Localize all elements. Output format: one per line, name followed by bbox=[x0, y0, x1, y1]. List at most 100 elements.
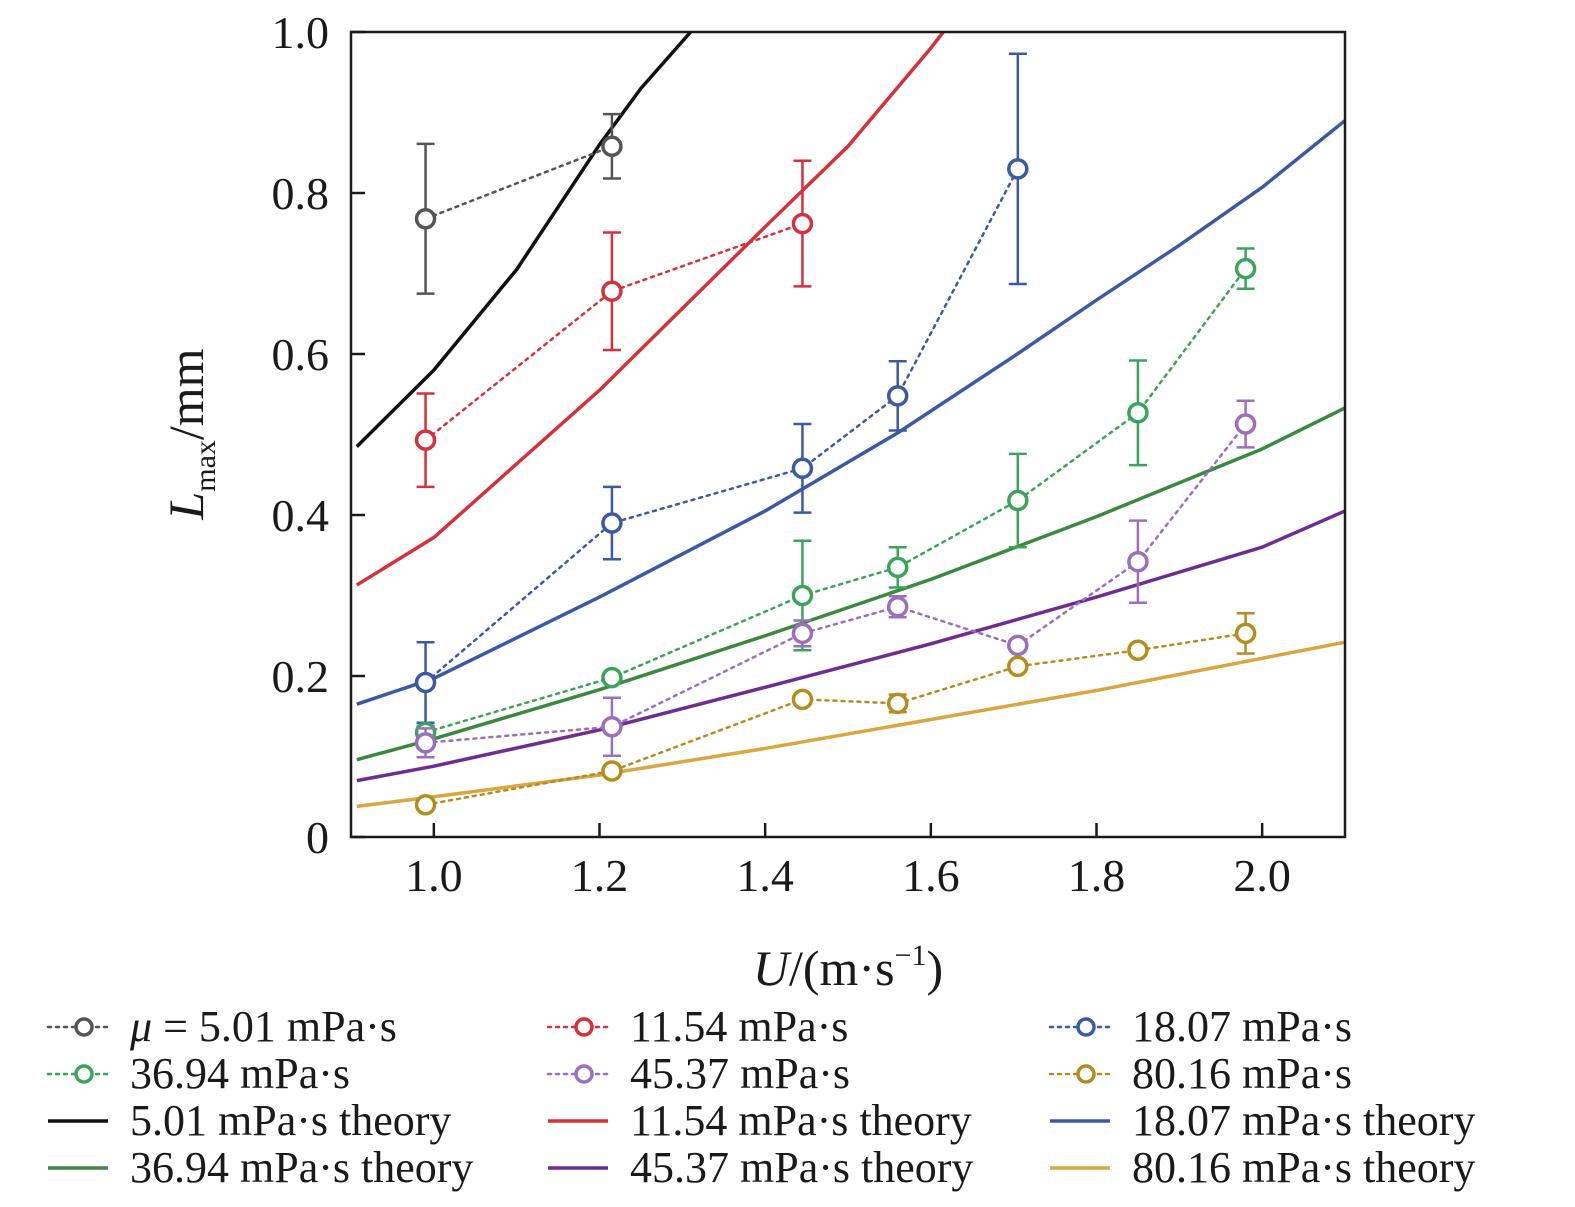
series-connector bbox=[424, 145, 614, 221]
theory-line-5-01-mpa-s-theory bbox=[355, 32, 692, 448]
y-axis: 0 0.2 0.4 0.6 0.8 1.0 bbox=[272, 7, 365, 863]
data-point bbox=[1007, 634, 1029, 657]
data-point bbox=[791, 457, 814, 480]
x-tick-label: 1.4 bbox=[736, 850, 794, 901]
data-point bbox=[791, 622, 814, 645]
legend-label: 45.37 mPa·s theory bbox=[630, 1143, 973, 1192]
series-5-01-mpa-s bbox=[414, 112, 623, 295]
x-tick-label: 1.2 bbox=[571, 850, 629, 901]
legend-label: 5.01 mPa·s theory bbox=[130, 1096, 451, 1145]
legend-item-11-54-mpa-s-theory: 11.54 mPa·s theory bbox=[548, 1096, 972, 1145]
y-tick-label: 0.6 bbox=[272, 329, 330, 380]
theory-curves bbox=[355, 32, 1345, 809]
data-point bbox=[1127, 550, 1149, 573]
y-axis-title-sub: max bbox=[189, 440, 222, 492]
x-axis-title-sup: −1 bbox=[895, 939, 927, 972]
series-11-54-mpa-s bbox=[414, 159, 814, 489]
y-tick-label: 0 bbox=[306, 812, 329, 863]
x-tick-label: 1.8 bbox=[1068, 850, 1126, 901]
data-point bbox=[414, 671, 437, 694]
data-point bbox=[601, 760, 623, 782]
legend-item-5-01-mpa-s-theory: 5.01 mPa·s theory bbox=[48, 1096, 451, 1145]
series-connector bbox=[424, 632, 1247, 807]
legend-item-18-07-mpa-s-theory: 18.07 mPa·s theory bbox=[1050, 1096, 1475, 1145]
data-point bbox=[601, 135, 623, 158]
data-point bbox=[791, 212, 814, 235]
legend-label: 11.54 mPa·s theory bbox=[630, 1096, 972, 1145]
data-point bbox=[1007, 489, 1029, 512]
data-point bbox=[601, 512, 623, 534]
legend-label: 45.37 mPa·s bbox=[630, 1049, 850, 1098]
data-point bbox=[1127, 639, 1149, 661]
series-80-16-mpa-s bbox=[414, 611, 1257, 816]
data-point bbox=[1234, 413, 1257, 435]
series-18-07-mpa-s bbox=[414, 52, 1029, 724]
legend-item-80-16-mpa-s-theory: 80.16 mPa·s theory bbox=[1050, 1143, 1475, 1192]
theory-line-11-54-mpa-s-theory bbox=[355, 32, 945, 587]
x-axis-title-unit: /(m·s bbox=[789, 940, 895, 996]
theory-line-80-16-mpa-s-theory bbox=[356, 640, 1345, 809]
y-tick-label: 0.4 bbox=[272, 490, 330, 541]
legend-swatch-marker bbox=[74, 1017, 94, 1037]
legend-label: 18.07 mPa·s bbox=[1132, 1002, 1352, 1051]
legend-item-18-07-mpa-s: 18.07 mPa·s bbox=[1048, 1002, 1352, 1051]
x-tick-label: 1.0 bbox=[405, 850, 463, 901]
theory-line-18-07-mpa-s-theory bbox=[356, 119, 1345, 706]
x-tick-label: 1.6 bbox=[902, 850, 960, 901]
legend-swatch-marker bbox=[1076, 1064, 1096, 1084]
data-point bbox=[886, 385, 909, 407]
legend-swatch-marker bbox=[1076, 1017, 1096, 1037]
legend-label: 80.16 mPa·s theory bbox=[1132, 1143, 1475, 1192]
y-axis-title-symbol: L bbox=[158, 492, 214, 521]
legend-item-5-01-mpa-s: μ = 5.01 mPa·s bbox=[46, 1002, 397, 1051]
series-connector bbox=[424, 267, 1247, 734]
legend-label: 36.94 mPa·s bbox=[130, 1049, 350, 1098]
legend-label: 18.07 mPa·s theory bbox=[1132, 1096, 1475, 1145]
theory-line-45-37-mpa-s-theory bbox=[356, 509, 1345, 783]
x-tick-label: 2.0 bbox=[1233, 850, 1291, 901]
legend-label: μ = 5.01 mPa·s bbox=[129, 1002, 397, 1051]
data-point bbox=[414, 429, 437, 451]
data-point bbox=[1007, 158, 1029, 180]
data-point bbox=[601, 715, 623, 738]
x-axis-title-symbol: U bbox=[753, 940, 792, 996]
x-axis-title: U/(m·s−1) bbox=[753, 939, 943, 996]
data-point bbox=[886, 556, 909, 579]
x-axis-title-close: ) bbox=[926, 940, 943, 996]
data-point bbox=[601, 666, 623, 689]
legend-label: 36.94 mPa·s theory bbox=[130, 1143, 473, 1192]
legend: μ = 5.01 mPa·s 11.54 mPa·s 18.07 mPa·s 36.9… bbox=[46, 1002, 1475, 1192]
legend-item-36-94-mpa-s-theory: 36.94 mPa·s theory bbox=[48, 1143, 473, 1192]
data-point bbox=[1234, 257, 1257, 280]
y-axis-title: Lmax/mm bbox=[158, 348, 222, 520]
y-tick-label: 0.8 bbox=[272, 168, 330, 219]
theory-line-36-94-mpa-s-theory bbox=[356, 406, 1345, 762]
data-point bbox=[414, 208, 437, 230]
y-tick-label: 1.0 bbox=[272, 7, 330, 58]
y-tick-label: 0.2 bbox=[272, 651, 330, 702]
data-point bbox=[1127, 402, 1149, 424]
x-axis: 1.0 1.2 1.4 1.6 1.8 2.0 bbox=[405, 823, 1291, 901]
y-axis-title-unit: /mm bbox=[158, 348, 214, 440]
legend-label: 80.16 mPa·s bbox=[1132, 1049, 1352, 1098]
legend-item-36-94-mpa-s: 36.94 mPa·s bbox=[46, 1049, 350, 1098]
legend-item-45-37-mpa-s: 45.37 mPa·s bbox=[546, 1049, 850, 1098]
data-point bbox=[1007, 655, 1029, 678]
legend-item-11-54-mpa-s: 11.54 mPa·s bbox=[546, 1002, 848, 1051]
series-connector bbox=[424, 167, 1020, 684]
data-point bbox=[414, 732, 437, 754]
data-point bbox=[886, 692, 909, 715]
legend-item-45-37-mpa-s-theory: 45.37 mPa·s theory bbox=[548, 1143, 973, 1192]
plot-frame bbox=[349, 30, 1347, 839]
data-point bbox=[791, 688, 814, 711]
series-45-37-mpa-s bbox=[414, 399, 1257, 759]
data-point bbox=[886, 596, 909, 618]
legend-swatch-marker bbox=[574, 1064, 594, 1084]
legend-label: 11.54 mPa·s bbox=[630, 1002, 848, 1051]
data-point bbox=[791, 584, 814, 607]
data-point bbox=[601, 280, 623, 302]
legend-swatch-marker bbox=[574, 1017, 594, 1037]
legend-swatch-marker bbox=[74, 1064, 94, 1084]
data-point bbox=[1234, 622, 1257, 645]
